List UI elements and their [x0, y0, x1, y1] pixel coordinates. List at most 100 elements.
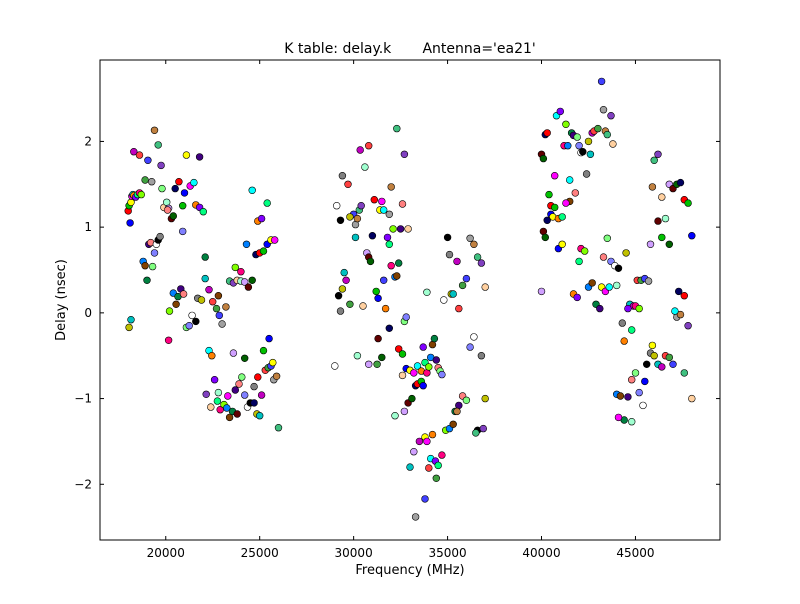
- data-point: [244, 283, 253, 291]
- data-point: [148, 262, 157, 271]
- data-point: [357, 202, 365, 210]
- data-point: [201, 274, 209, 283]
- data-point: [223, 404, 231, 412]
- data-point: [562, 199, 570, 207]
- data-point: [385, 324, 393, 332]
- data-point: [391, 412, 399, 420]
- data-point: [333, 202, 341, 210]
- data-point: [248, 276, 256, 284]
- data-point: [543, 129, 551, 137]
- data-point: [395, 259, 403, 267]
- data-point: [338, 285, 347, 293]
- data-point: [257, 391, 266, 399]
- data-point: [144, 156, 152, 165]
- data-point: [344, 180, 352, 189]
- axis-ticks: 20000 25000 30000 35000 40000 45000 −2 −1 0 1 2: [74, 60, 720, 560]
- data-point: [250, 382, 258, 391]
- data-point: [597, 77, 606, 86]
- data-point: [453, 407, 461, 416]
- data-point: [346, 300, 354, 308]
- data-point: [385, 240, 393, 249]
- data-point: [398, 371, 407, 380]
- data-point: [462, 274, 471, 283]
- data-point: [665, 353, 673, 362]
- data-point: [582, 170, 591, 178]
- data-point: [180, 189, 189, 197]
- data-point: [241, 391, 249, 399]
- data-point: [190, 178, 198, 187]
- data-point: [421, 495, 429, 503]
- data-point: [669, 360, 677, 368]
- data-point: [654, 217, 662, 225]
- data-point: [537, 287, 546, 296]
- y-tick-label: −2: [74, 477, 92, 491]
- data-point: [688, 394, 696, 403]
- data-point: [356, 146, 364, 154]
- data-point: [466, 343, 474, 351]
- data-point: [235, 380, 243, 388]
- data-point: [265, 334, 273, 343]
- data-point: [434, 461, 442, 470]
- data-point: [248, 186, 256, 195]
- data-point: [575, 142, 583, 150]
- x-tick-label: 40000: [522, 546, 560, 560]
- data-point: [231, 263, 240, 272]
- data-point: [398, 200, 407, 208]
- data-point: [224, 392, 232, 400]
- data-point: [381, 304, 390, 313]
- data-point: [479, 424, 487, 433]
- data-point: [274, 424, 283, 432]
- data-point: [365, 360, 373, 368]
- data-point: [430, 334, 439, 343]
- data-point: [233, 410, 241, 418]
- data-point: [599, 253, 608, 261]
- data-point: [443, 233, 452, 242]
- data-point: [658, 193, 666, 201]
- data-point: [207, 403, 215, 411]
- data-point: [383, 233, 392, 242]
- data-point: [648, 183, 657, 191]
- data-point: [449, 290, 457, 298]
- data-point: [477, 259, 486, 267]
- data-point: [562, 120, 570, 129]
- data-point: [172, 300, 180, 308]
- data-point: [609, 140, 617, 148]
- data-point: [635, 304, 643, 313]
- data-point: [214, 292, 223, 300]
- data-point: [157, 161, 165, 170]
- data-point: [256, 412, 264, 420]
- data-point: [135, 151, 144, 159]
- data-point: [241, 278, 249, 286]
- data-point: [402, 313, 410, 321]
- data-point: [374, 334, 382, 343]
- data-point: [642, 360, 651, 368]
- data-point: [603, 234, 611, 243]
- data-point: [137, 190, 146, 199]
- data-point: [584, 137, 593, 146]
- data-point: [164, 336, 173, 344]
- data-points: [124, 77, 696, 521]
- data-point: [449, 420, 457, 428]
- data-point: [222, 303, 230, 311]
- data-point: [237, 268, 245, 276]
- data-point: [336, 307, 345, 315]
- data-point: [635, 388, 643, 397]
- data-point: [596, 304, 604, 313]
- data-point: [658, 233, 666, 242]
- data-point: [398, 350, 407, 358]
- data-point: [259, 247, 268, 255]
- data-point: [614, 413, 623, 422]
- data-point: [631, 369, 640, 377]
- data-point: [470, 240, 478, 249]
- data-point: [425, 363, 433, 371]
- data-point: [423, 288, 431, 296]
- data-point: [571, 189, 579, 197]
- plot-frame: [99, 59, 721, 541]
- data-point: [646, 240, 655, 249]
- data-point: [654, 150, 662, 159]
- data-point: [150, 249, 159, 257]
- data-point: [158, 184, 166, 193]
- data-point: [473, 253, 482, 261]
- data-point: [423, 437, 431, 446]
